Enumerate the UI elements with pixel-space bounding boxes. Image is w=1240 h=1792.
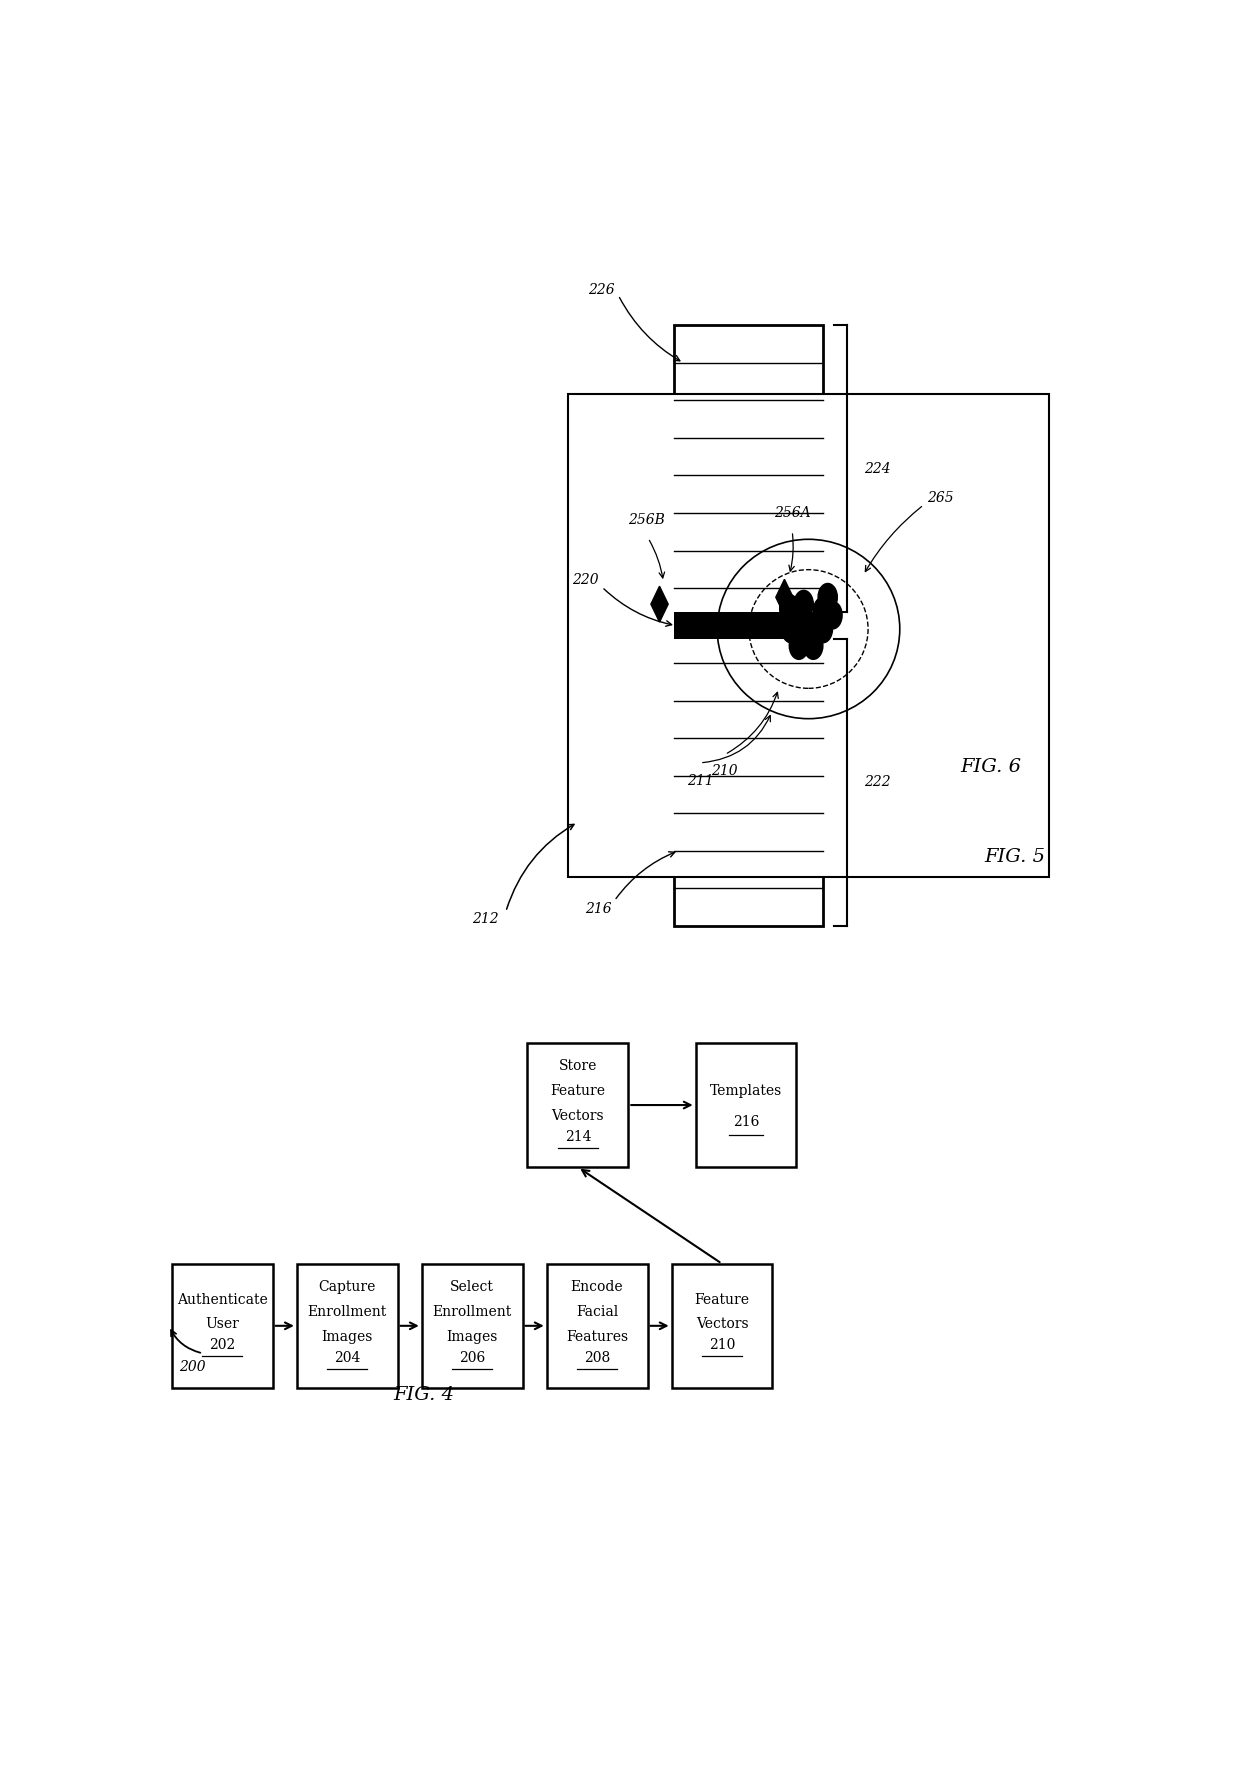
Bar: [527, 1043, 629, 1167]
Text: 211: 211: [687, 774, 713, 788]
Text: Encode: Encode: [570, 1279, 624, 1294]
Text: 210: 210: [709, 1339, 735, 1353]
Text: 226: 226: [588, 283, 614, 296]
Text: Select: Select: [450, 1279, 494, 1294]
Text: 200: 200: [179, 1360, 206, 1374]
Circle shape: [823, 602, 842, 629]
Bar: [172, 1263, 273, 1387]
Text: 256B: 256B: [627, 513, 665, 527]
Text: Enrollment: Enrollment: [433, 1305, 512, 1319]
Text: Features: Features: [565, 1330, 629, 1344]
Text: Vectors: Vectors: [552, 1109, 604, 1124]
Text: Feature: Feature: [694, 1292, 749, 1306]
Text: 256A: 256A: [774, 505, 811, 520]
Text: Images: Images: [321, 1330, 373, 1344]
Text: Enrollment: Enrollment: [308, 1305, 387, 1319]
Text: FIG. 4: FIG. 4: [393, 1385, 455, 1403]
Text: User: User: [206, 1317, 239, 1331]
Text: Authenticate: Authenticate: [177, 1292, 268, 1306]
Polygon shape: [651, 586, 668, 622]
Circle shape: [818, 584, 837, 611]
Text: 224: 224: [864, 462, 890, 477]
Text: 222: 222: [864, 776, 890, 788]
Text: FIG. 6: FIG. 6: [961, 758, 1022, 776]
Circle shape: [804, 633, 823, 659]
Text: 216: 216: [733, 1115, 759, 1129]
Text: Capture: Capture: [319, 1279, 376, 1294]
Text: 210: 210: [712, 763, 738, 778]
Bar: [547, 1263, 647, 1387]
Text: Vectors: Vectors: [696, 1317, 748, 1331]
Circle shape: [794, 590, 813, 618]
Bar: [422, 1263, 522, 1387]
Text: Feature: Feature: [551, 1084, 605, 1098]
Text: 265: 265: [926, 491, 954, 505]
Text: Images: Images: [446, 1330, 497, 1344]
Text: 202: 202: [210, 1339, 236, 1353]
Bar: [696, 1043, 796, 1167]
Polygon shape: [776, 579, 794, 615]
Text: Facial: Facial: [575, 1305, 619, 1319]
Circle shape: [813, 615, 832, 643]
Text: 206: 206: [459, 1351, 485, 1364]
Text: Store: Store: [559, 1059, 596, 1073]
Text: 212: 212: [472, 912, 498, 926]
Text: 204: 204: [334, 1351, 361, 1364]
Text: 208: 208: [584, 1351, 610, 1364]
Text: 216: 216: [585, 901, 611, 916]
Bar: [568, 394, 1049, 878]
Circle shape: [813, 597, 832, 625]
Bar: [675, 326, 823, 926]
Bar: [675, 613, 823, 638]
Circle shape: [797, 615, 816, 643]
Circle shape: [789, 633, 808, 659]
Bar: [296, 1263, 398, 1387]
Circle shape: [781, 615, 801, 643]
Text: 220: 220: [573, 573, 599, 588]
Text: 214: 214: [564, 1129, 591, 1143]
Bar: [672, 1263, 773, 1387]
Circle shape: [780, 595, 799, 622]
Text: Templates: Templates: [709, 1084, 782, 1098]
Text: FIG. 5: FIG. 5: [985, 848, 1045, 866]
